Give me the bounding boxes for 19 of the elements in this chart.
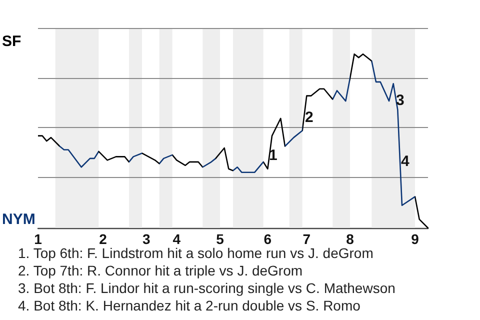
- x-tick-label: 9: [411, 231, 420, 247]
- annotation: 1: [269, 147, 278, 164]
- text: 1. Top 6th: F. Lindstrom hit a solo home run vs J. deGrom: [18, 245, 374, 261]
- x-tick-label: 8: [346, 231, 354, 247]
- x-tick-label: 1: [34, 231, 42, 247]
- x-tick-label: 7: [302, 231, 311, 247]
- annotation: 4: [401, 153, 410, 170]
- text: NYM: [2, 211, 36, 228]
- x-tick-label: 2: [99, 231, 108, 247]
- x-tick-label: 3: [142, 231, 150, 247]
- text: 3. Bot 8th: F. Lindor hit a run-scoring single vs C. Mathewson: [18, 280, 396, 296]
- x-tick-label: 5: [216, 231, 224, 247]
- annotation: 3: [396, 92, 404, 109]
- text: SF: [2, 33, 22, 50]
- x-tick-label: 6: [264, 231, 272, 247]
- x-tick-label: 4: [172, 231, 181, 247]
- annotation: 2: [305, 109, 314, 126]
- text: 2. Top 7th: R. Connor hit a triple vs J. deGrom: [18, 262, 303, 278]
- text: 4. Bot 8th: K. Hernandez hit a 2-run double vs S. Romo: [18, 298, 361, 314]
